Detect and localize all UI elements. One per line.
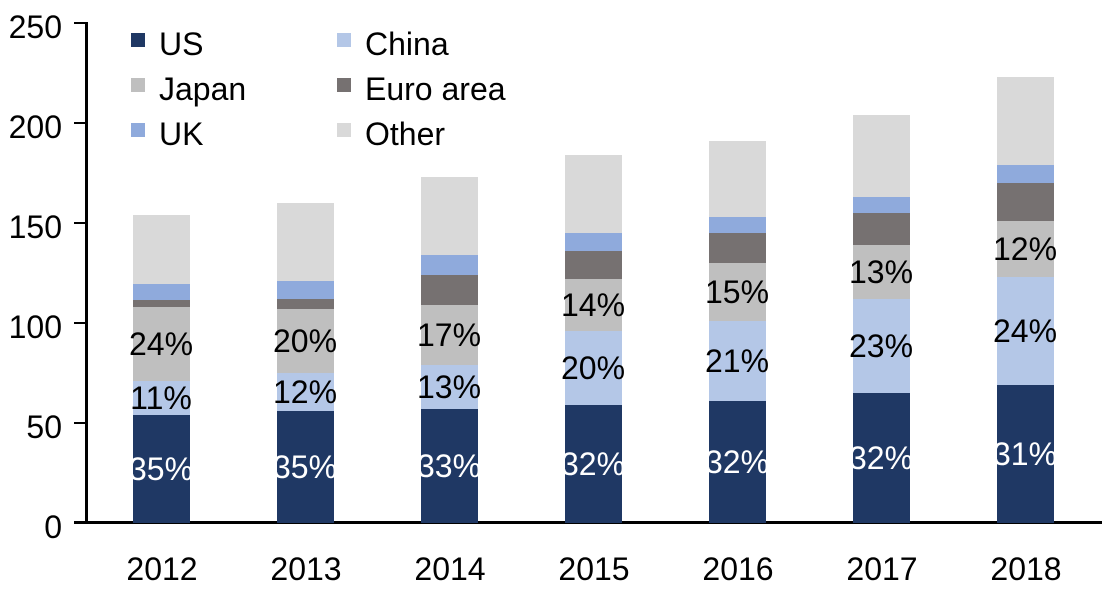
x-tick-label: 2016 — [702, 551, 774, 587]
x-tick-label: 2012 — [126, 551, 198, 587]
legend-swatch-icon — [131, 33, 145, 47]
bar-segment-euro-area — [852, 213, 910, 245]
bar-segment-us — [276, 411, 334, 523]
bar-segment-uk — [708, 217, 766, 233]
bar-segment-euro-area — [276, 299, 334, 309]
legend-label: Euro area — [365, 71, 506, 107]
bar-label-japan: 12% — [992, 231, 1058, 267]
bar-label-china: 13% — [416, 369, 482, 405]
y-tick-mark — [74, 522, 88, 524]
bar-segment-japan — [852, 245, 910, 299]
bar-label-china: 12% — [272, 374, 338, 410]
bar-segment-us — [420, 409, 478, 523]
y-tick-label: 200 — [8, 109, 62, 145]
legend-label: China — [365, 26, 449, 62]
bar-segment-us — [564, 405, 622, 523]
bar-segment-other — [564, 155, 622, 233]
bar-segment-other — [132, 215, 190, 284]
bar-segment-uk — [996, 165, 1054, 183]
bar-segment-us — [996, 385, 1054, 523]
bar-label-china: 20% — [560, 350, 626, 386]
bar-label-china: 21% — [704, 343, 770, 379]
bar-segment-china — [276, 373, 334, 411]
bar-segment-euro-area — [132, 300, 190, 307]
bar-label-us: 35% — [272, 449, 338, 485]
bar-label-china: 11% — [130, 380, 192, 416]
x-tick-label: 2015 — [558, 551, 630, 587]
legend-label: Other — [365, 116, 446, 152]
bar-segment-other — [852, 115, 910, 197]
bar-segment-china — [996, 277, 1054, 385]
bar-segment-other — [708, 141, 766, 217]
bar-segment-china — [708, 321, 766, 401]
bar-segment-euro-area — [996, 183, 1054, 221]
bar-segment-japan — [276, 309, 334, 373]
legend-swatch-icon — [337, 33, 351, 47]
bar-segment-us — [132, 415, 190, 523]
legend-swatch-icon — [131, 123, 145, 137]
bar-segment-us — [708, 401, 766, 523]
y-tick-mark — [74, 122, 88, 124]
bar-segment-other — [996, 77, 1054, 165]
bar-segment-china — [564, 331, 622, 405]
y-tick-mark — [74, 422, 88, 424]
x-tick-label: 2017 — [846, 551, 918, 587]
y-tick-label: 100 — [8, 309, 62, 345]
x-tick-label: 2013 — [270, 551, 342, 587]
x-tick-label: 2018 — [990, 551, 1062, 587]
bar-label-us: 32% — [704, 444, 770, 480]
y-tick-label: 250 — [8, 9, 62, 45]
bar-segment-euro-area — [564, 251, 622, 279]
bar-segment-japan — [420, 305, 478, 365]
bar-segment-other — [276, 203, 334, 281]
bar-segment-uk — [564, 233, 622, 251]
bar-segment-japan — [564, 279, 622, 331]
bar-segment-uk — [276, 281, 334, 299]
bar-segment-china — [852, 299, 910, 393]
y-tick-label: 0 — [44, 509, 62, 545]
bar-label-japan: 14% — [560, 287, 626, 323]
legend-swatch-icon — [337, 123, 351, 137]
bar-segment-japan — [996, 221, 1054, 277]
bar-segment-euro-area — [708, 233, 766, 263]
y-tick-mark — [74, 22, 88, 24]
bar-label-us: 32% — [560, 446, 626, 482]
bar-segment-us — [852, 393, 910, 523]
x-tick-label: 2014 — [414, 551, 486, 587]
bar-label-us: 35% — [128, 451, 194, 487]
bar-label-japan: 17% — [416, 317, 482, 353]
legend-label: UK — [159, 116, 204, 152]
bar-label-japan: 13% — [848, 254, 914, 290]
bar-segment-uk — [852, 197, 910, 213]
bar-segment-japan — [132, 307, 190, 381]
bar-segment-china — [132, 381, 190, 415]
bar-label-us: 32% — [848, 440, 914, 476]
bar-segment-china — [420, 365, 478, 409]
bar-segment-uk — [420, 255, 478, 275]
legend-swatch-icon — [131, 78, 145, 92]
bar-label-china: 23% — [848, 328, 914, 364]
legend-label: Japan — [159, 71, 247, 107]
bar-segment-other — [420, 177, 478, 255]
y-tick-mark — [74, 222, 88, 224]
bar-label-us: 31% — [992, 436, 1058, 472]
legend-label: US — [159, 26, 204, 62]
bar-segment-euro-area — [420, 275, 478, 305]
y-tick-label: 150 — [8, 209, 62, 245]
bar-label-japan: 15% — [704, 274, 770, 310]
bar-segment-uk — [132, 284, 190, 300]
y-axis-line — [85, 22, 88, 524]
legend-swatch-icon — [337, 78, 351, 92]
y-tick-label: 50 — [26, 409, 62, 445]
bar-label-china: 24% — [992, 313, 1058, 349]
bar-label-japan: 24% — [128, 326, 194, 362]
bar-label-us: 33% — [416, 448, 482, 484]
bar-segment-japan — [708, 263, 766, 321]
y-tick-mark — [74, 322, 88, 324]
bar-label-japan: 20% — [272, 323, 338, 359]
